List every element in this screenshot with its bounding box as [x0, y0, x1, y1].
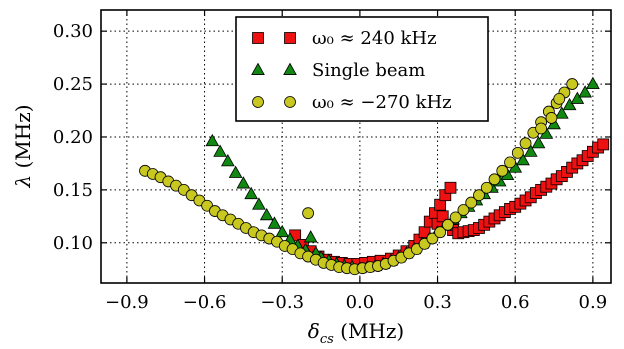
- triangle-point: [562, 97, 577, 111]
- series-circle: [139, 78, 579, 276]
- x-axis-label: δcs (MHz): [308, 319, 404, 347]
- y-tick-label: 0.25: [53, 74, 93, 95]
- x-tick-label: −0.3: [260, 292, 304, 313]
- series-square: [289, 138, 610, 270]
- circle-point: [465, 196, 478, 209]
- legend-marker-circle: [284, 96, 296, 108]
- triangle-point: [275, 224, 290, 238]
- circle-point: [449, 211, 462, 224]
- circle-point: [442, 218, 454, 231]
- y-tick-label: 0.15: [53, 180, 93, 201]
- square-point: [444, 181, 457, 194]
- y-tick-label: 0.30: [53, 21, 93, 42]
- x-tick-label: 0.6: [501, 292, 530, 313]
- x-tick-label: 0.0: [346, 292, 375, 313]
- data-points: [139, 76, 610, 276]
- square-point: [436, 210, 449, 223]
- legend-label: ω₀ ≈ 240 kHz: [312, 28, 437, 49]
- circle-point: [535, 122, 548, 135]
- triangle-point: [236, 176, 251, 189]
- plot-frame: [100, 9, 612, 284]
- circle-point: [302, 207, 315, 220]
- triangle-point: [220, 153, 235, 167]
- legend-box: [235, 16, 489, 122]
- legend-marker-square: [284, 32, 296, 44]
- circle-point: [480, 181, 493, 194]
- legend: ω₀ ≈ 240 kHz Single beam ω₀ ≈ −270 kHz: [235, 16, 489, 122]
- triangle-point: [228, 165, 243, 178]
- legend-marker-triangle: [251, 62, 265, 75]
- triangle-point: [586, 76, 600, 90]
- triangle-point: [252, 197, 266, 210]
- triangle-point: [578, 85, 592, 98]
- triangle-point: [531, 136, 546, 149]
- legend-marker-triangle: [283, 62, 297, 75]
- x-tick-label: −0.6: [183, 292, 227, 313]
- circle-point: [519, 137, 532, 150]
- triangle-point: [244, 186, 259, 200]
- circle-point: [496, 164, 509, 177]
- triangle-point: [213, 144, 227, 157]
- circle-point: [545, 112, 558, 124]
- legend-marker-square: [252, 32, 264, 44]
- triangle-point: [303, 230, 318, 243]
- circle-point: [434, 226, 447, 239]
- circle-point: [488, 173, 501, 186]
- axis-ticks: −0.9 −0.6 −0.3 0.0 0.3 0.6 0.9 0.10 0.15 0.20 0.25…: [53, 10, 611, 313]
- triangle-point: [554, 106, 569, 119]
- circle-point: [473, 189, 485, 202]
- legend-marker-circle: [252, 96, 264, 108]
- circle-point: [553, 92, 566, 105]
- legend-label: Single beam: [312, 60, 425, 81]
- triangle-point: [259, 207, 274, 221]
- circle-point: [504, 156, 516, 169]
- x-tick-label: 0.9: [579, 292, 608, 313]
- y-axis-label: λ (MHz): [11, 104, 35, 188]
- triangle-point: [267, 216, 282, 229]
- x-tick-label: 0.3: [423, 292, 452, 313]
- circle-point: [511, 146, 524, 159]
- circle-point: [426, 232, 439, 245]
- y-tick-label: 0.10: [53, 233, 93, 254]
- y-tick-label: 0.20: [53, 127, 93, 148]
- circle-point: [457, 204, 470, 216]
- triangle-point: [570, 91, 585, 104]
- square-point: [597, 138, 610, 151]
- legend-label: ω₀ ≈ −270 kHz: [312, 92, 452, 113]
- triangle-point: [516, 152, 530, 166]
- x-tick-label: −0.9: [105, 292, 149, 313]
- triangle-point: [205, 133, 220, 147]
- circle-point: [566, 78, 579, 90]
- triangle-point: [523, 144, 538, 157]
